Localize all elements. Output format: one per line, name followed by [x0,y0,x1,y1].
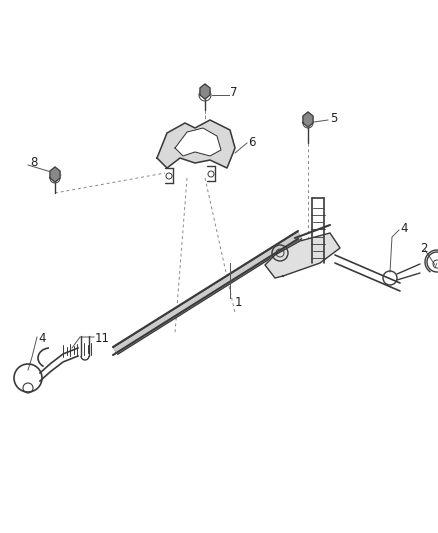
Text: 4: 4 [400,222,407,235]
Polygon shape [303,112,313,127]
Text: 8: 8 [30,157,37,169]
Polygon shape [200,84,210,99]
Text: 1: 1 [235,296,243,310]
Text: 5: 5 [330,111,337,125]
Text: 6: 6 [248,136,255,149]
Text: 2: 2 [420,241,427,254]
Text: 4: 4 [38,332,46,344]
Text: 11: 11 [95,332,110,344]
Polygon shape [157,120,235,168]
Polygon shape [50,167,60,182]
Text: 7: 7 [230,86,237,100]
Polygon shape [265,233,340,278]
Polygon shape [175,128,221,156]
